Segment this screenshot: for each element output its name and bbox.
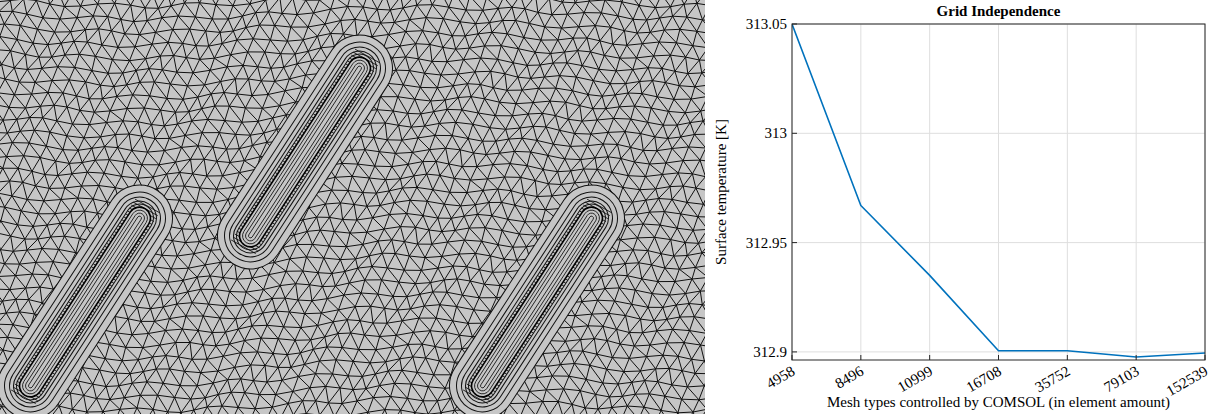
x-axis-title: Mesh types controlled by COMSOL (in elem…: [827, 394, 1170, 411]
x-tick-label: 79103: [1101, 363, 1141, 396]
mesh-refine-ring: [463, 199, 611, 405]
mesh-refine-ring: [11, 199, 159, 405]
y-tick-label: 313.05: [746, 16, 787, 32]
mesh-fin-layer: [19, 207, 150, 397]
mesh-fin-layer: [476, 211, 599, 393]
x-tick-label: 4958: [764, 363, 798, 392]
x-tick: [860, 355, 861, 360]
mesh-fin: [205, 22, 405, 281]
y-tick-label: 312.9: [753, 344, 787, 360]
x-tick-label: 35752: [1032, 363, 1072, 396]
x-tick: [929, 355, 930, 360]
mesh-fin-body: [235, 53, 374, 251]
mesh-fin-layer: [24, 211, 147, 393]
x-tick: [998, 355, 999, 360]
x-tick-label: 152539: [1164, 363, 1211, 399]
grid-line-x: [860, 24, 861, 360]
mesh-fin-cells: [463, 198, 611, 406]
mesh-fin-body: [15, 203, 154, 401]
grid-line-x: [998, 24, 999, 360]
mesh-fin-cells: [11, 198, 159, 406]
y-axis-title: Surface temperature [K]: [713, 119, 729, 265]
y-tick: [792, 133, 797, 134]
y-tick: [792, 351, 797, 352]
x-tick: [1136, 355, 1137, 360]
y-tick-label: 313: [765, 125, 788, 141]
data-line: [792, 24, 1205, 357]
mesh-fin-layer: [239, 57, 370, 247]
figure: 312.9 312.95 313 313.05 4958 8496 10999 16708 35…: [0, 0, 1217, 414]
plot-frame: [792, 24, 1205, 360]
mesh-refine-ring: [231, 49, 379, 255]
x-tick-label: 10999: [895, 363, 935, 396]
mesh-refine-ring: [205, 22, 405, 281]
mesh-refine-ring: [7, 195, 163, 410]
mesh-picture: [0, 0, 705, 414]
mesh-refine-ring: [221, 39, 388, 265]
mesh-fin-layer: [248, 65, 362, 238]
mesh-refine-ring: [453, 189, 620, 414]
y-tick: [792, 24, 797, 25]
mesh-refine-ring: [437, 172, 637, 414]
mesh-fin-layer: [28, 215, 142, 388]
x-tick: [792, 355, 793, 360]
mesh-fin: [437, 172, 637, 414]
mesh-fin-body: [467, 203, 606, 401]
x-tick-label: 16708: [964, 363, 1004, 396]
mesh-refine-ring: [0, 172, 185, 414]
mesh-refine-ring: [0, 182, 175, 414]
plot-area: [792, 24, 1205, 360]
mesh-fin-cells: [231, 48, 379, 256]
mesh-fin-layer: [480, 215, 594, 388]
x-tick: [1205, 355, 1206, 360]
grid-line-x: [1136, 24, 1137, 360]
mesh-refine-ring: [227, 45, 383, 260]
mesh-lines: [0, 0, 705, 414]
y-tick: [792, 242, 797, 243]
data-group: [792, 24, 1205, 357]
mesh-refine-ring: [1, 189, 168, 414]
x-tick-label: 8496: [832, 362, 866, 391]
y-tick-label: 312.95: [746, 235, 787, 251]
mesh-fin-layer: [471, 207, 602, 397]
x-tick: [1067, 355, 1068, 360]
chart-title: Grid Independence: [937, 3, 1061, 19]
grid-line-x: [1067, 24, 1068, 360]
grid-line-x: [929, 24, 930, 360]
mesh-fin: [0, 172, 185, 414]
mesh-refine-ring: [459, 195, 615, 410]
mesh-refine-ring: [215, 32, 396, 272]
mesh-fin-layer: [244, 61, 367, 243]
mesh-refine-ring: [447, 182, 628, 414]
